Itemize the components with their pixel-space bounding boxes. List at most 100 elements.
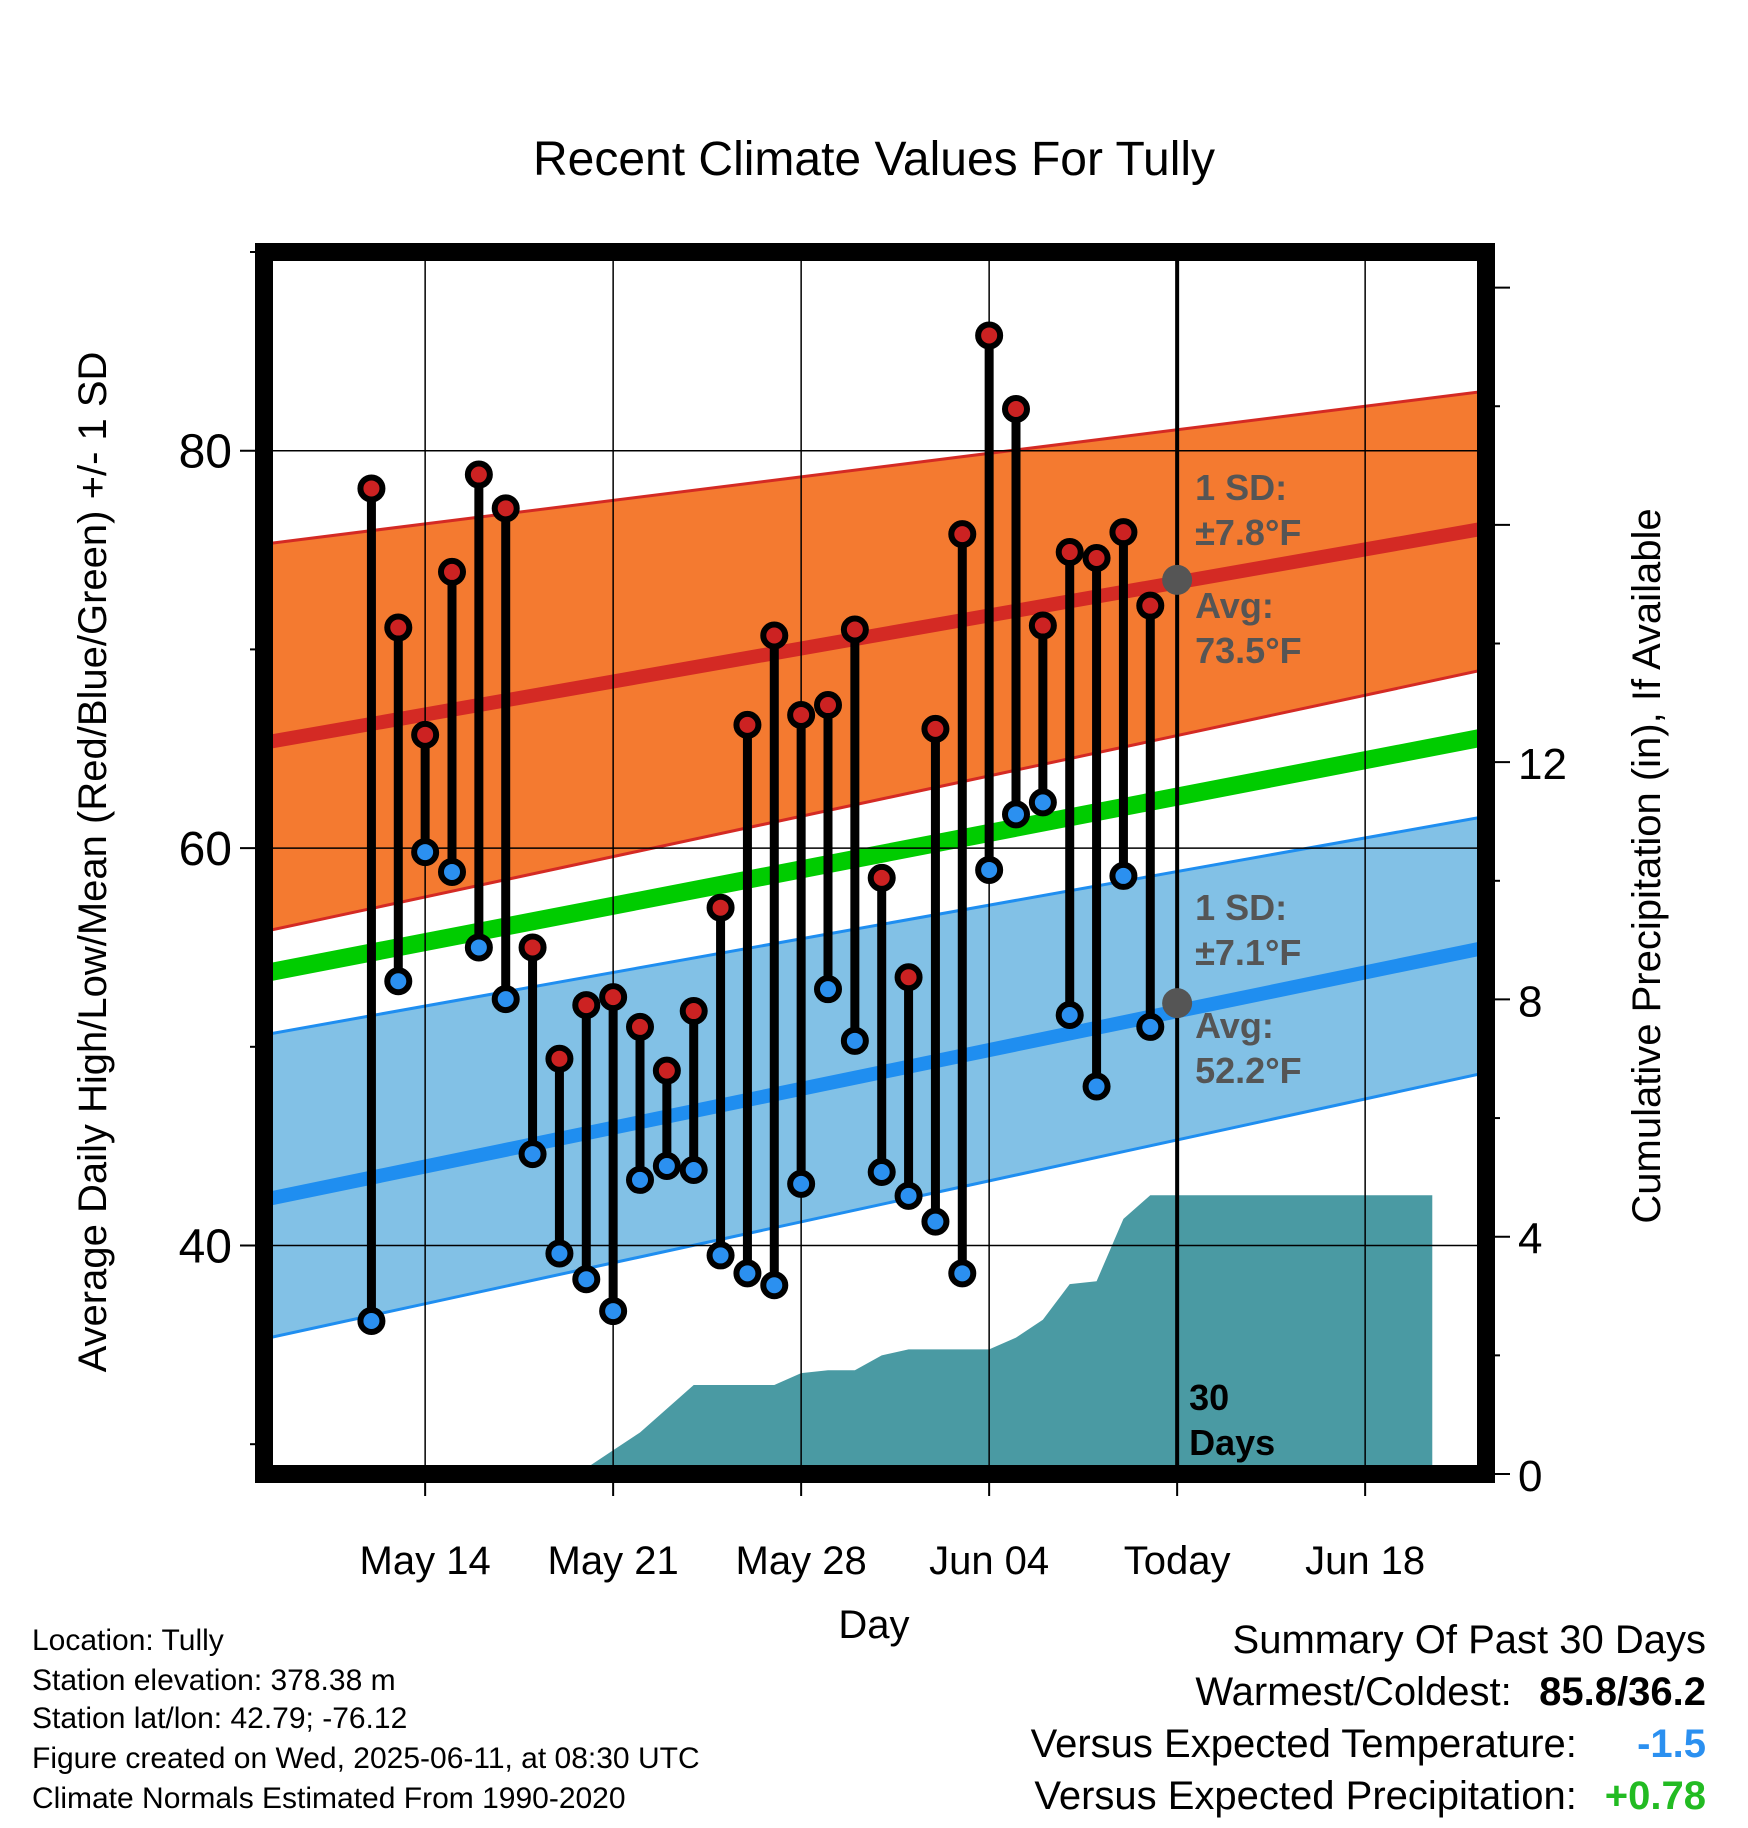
low-point [464, 933, 493, 962]
x-tick-label: Jun 04 [929, 1539, 1049, 1583]
high-point [894, 963, 923, 992]
low-point [679, 1155, 708, 1184]
summary-precip-row: Versus Expected Precipitation: +0.78 [1034, 1774, 1706, 1819]
summary-title: Summary Of Past 30 Days [1232, 1618, 1706, 1662]
y-right-tick-label: 8 [1518, 977, 1542, 1026]
low-point [975, 855, 1004, 884]
high-point [518, 933, 547, 962]
summary-warmest-label: Warmest/Coldest: [1195, 1670, 1512, 1714]
high-point [975, 321, 1004, 350]
low-point [1136, 1012, 1165, 1041]
x-tick-label: Jun 18 [1305, 1539, 1425, 1583]
high-point [411, 720, 440, 749]
high-point [384, 613, 413, 642]
high-lower-line [264, 667, 1486, 934]
high-point [1028, 611, 1057, 640]
high-point [1002, 394, 1030, 423]
footer-elevation: Station elevation: 378.38 m [32, 1664, 396, 1697]
summary-precip-value: +0.78 [1604, 1774, 1706, 1818]
summary-precip-label: Versus Expected Precipitation: [1034, 1774, 1577, 1818]
low-point [626, 1165, 654, 1194]
high-point [626, 1012, 654, 1041]
summary-temp-value: -1.5 [1637, 1722, 1706, 1766]
high-point [599, 983, 628, 1012]
low-point [438, 857, 466, 886]
low-avg-label: Avg: [1195, 1005, 1274, 1046]
high-point [921, 714, 950, 743]
x-tick-label: May 28 [736, 1539, 867, 1583]
high-point [814, 691, 842, 720]
y-right-axis-title: Cumulative Precipitation (in), If Availa… [1625, 508, 1669, 1223]
high-point [652, 1056, 681, 1085]
low-point [491, 985, 520, 1014]
low-point [787, 1169, 816, 1198]
y-right-tick-label: 4 [1518, 1215, 1542, 1264]
low-point [894, 1181, 923, 1210]
high-point [1082, 543, 1111, 572]
high-point [464, 460, 493, 489]
high-point [1109, 518, 1138, 547]
high-point [840, 615, 869, 644]
precip-area [371, 1195, 1433, 1474]
high-point [760, 621, 789, 650]
high-point [1136, 591, 1165, 620]
today-low-marker [1162, 988, 1193, 1019]
high-point [733, 710, 762, 739]
x-axis-title: Day [838, 1603, 909, 1647]
y-right-tick-label: 0 [1518, 1452, 1542, 1501]
footer-location: Location: Tully [32, 1624, 224, 1657]
high-sd-label: 1 SD: [1195, 467, 1287, 508]
x-tick-label: May 14 [360, 1539, 491, 1583]
y-tick-label: 60 [179, 823, 232, 876]
high-point [357, 474, 386, 503]
summary-warmest-row: Warmest/Coldest: 85.8/36.2 [1195, 1670, 1706, 1715]
low-point [1109, 861, 1138, 890]
low-upper-line [264, 814, 1486, 1037]
summary-warmest-value: 85.8/36.2 [1539, 1670, 1706, 1714]
low-point [814, 975, 842, 1004]
low-point [1028, 788, 1057, 817]
low-point [1055, 1001, 1084, 1030]
low-avg-value: 52.2°F [1195, 1050, 1301, 1091]
low-point [948, 1259, 977, 1288]
summary-temp-row: Versus Expected Temperature: -1.5 [1031, 1722, 1706, 1767]
low-point [706, 1241, 735, 1270]
low-normal-line [264, 940, 1486, 1207]
high-avg-value: 73.5°F [1195, 630, 1301, 671]
chart-title: Recent Climate Values For Tully [533, 133, 1215, 186]
footer-latlon: Station lat/lon: 42.79; -76.12 [32, 1702, 408, 1735]
high-point [491, 494, 520, 523]
y-axis-title: Average Daily High/Low/Mean (Red/Blue/Gr… [71, 352, 115, 1373]
low-point [384, 967, 413, 996]
low-point [733, 1259, 762, 1288]
low-point [572, 1265, 601, 1294]
footer-created: Figure created on Wed, 2025-06-11, at 08… [32, 1742, 700, 1775]
high-point [706, 893, 735, 922]
low-point [921, 1207, 950, 1236]
high-point [1055, 538, 1084, 567]
high-sd-value: ±7.8°F [1195, 512, 1301, 553]
plot-frame [255, 243, 1495, 1483]
low-point [867, 1157, 896, 1186]
y-tick-label: 80 [179, 426, 232, 479]
high-point [948, 520, 977, 549]
today-high-marker [1162, 564, 1193, 595]
low-point [518, 1140, 547, 1169]
window-label-unit: Days [1189, 1422, 1275, 1463]
low-point [652, 1152, 681, 1181]
window-label-number: 30 [1189, 1377, 1229, 1418]
high-upper-line [264, 389, 1486, 546]
high-sd-band [264, 391, 1486, 932]
low-sd-label: 1 SD: [1195, 887, 1287, 928]
low-point [760, 1271, 789, 1300]
high-normal-line [264, 521, 1486, 750]
low-point [1002, 800, 1030, 829]
low-point [357, 1307, 386, 1336]
high-point [679, 997, 708, 1026]
summary-temp-label: Versus Expected Temperature: [1030, 1722, 1577, 1766]
high-avg-label: Avg: [1195, 585, 1274, 626]
low-point [599, 1297, 628, 1326]
low-lower-line [264, 1071, 1486, 1341]
high-point [787, 700, 816, 729]
